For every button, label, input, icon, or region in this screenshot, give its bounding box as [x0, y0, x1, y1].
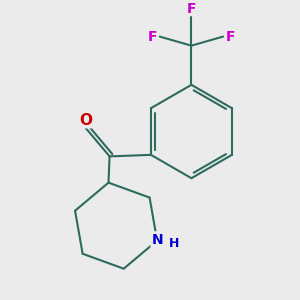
Text: F: F	[226, 30, 235, 44]
Text: N: N	[152, 233, 164, 247]
Text: H: H	[169, 237, 179, 250]
Text: F: F	[148, 30, 157, 44]
Text: F: F	[187, 2, 196, 16]
Text: O: O	[79, 113, 92, 128]
